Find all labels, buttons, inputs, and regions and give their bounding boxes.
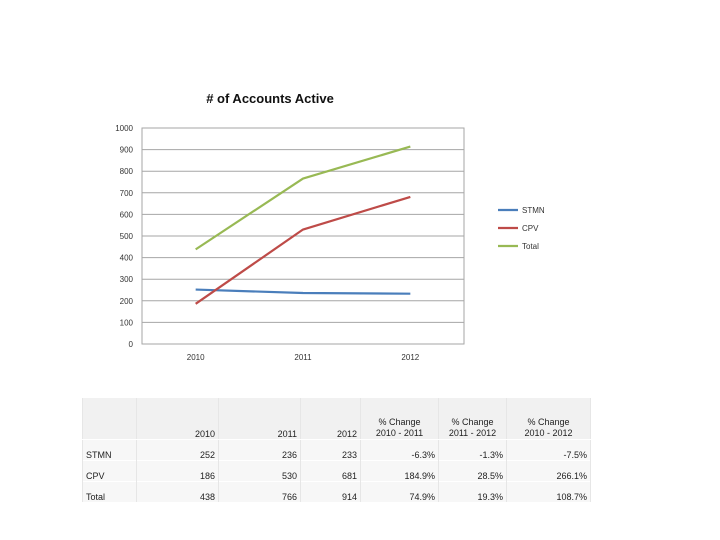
- gridlines: [141, 127, 465, 345]
- x-tick-label: 2010: [187, 353, 205, 362]
- y-tick-label: 600: [120, 210, 134, 219]
- x-tick-label: 2011: [294, 353, 312, 362]
- header-change-2010-2012: % Change 2010 - 2012: [506, 398, 591, 440]
- y-tick-label: 100: [120, 318, 134, 327]
- cell-2010: 438: [136, 481, 219, 502]
- cell-change-2011-2012: -1.3%: [438, 439, 507, 461]
- cell-2010: 186: [136, 460, 219, 482]
- cell-2011: 530: [218, 460, 301, 482]
- row-label: Total: [82, 481, 137, 502]
- legend-label-stmn: STMN: [522, 206, 545, 215]
- cell-2010: 252: [136, 439, 219, 461]
- header-change-2011-2012: % Change 2011 - 2012: [438, 398, 507, 440]
- cell-change-2010-2012: 266.1%: [506, 460, 591, 482]
- row-label: CPV: [82, 460, 137, 482]
- header-2012: 2012: [300, 398, 361, 440]
- y-tick-label: 500: [120, 232, 134, 241]
- table-row: CPV 186 530 681 184.9% 28.5% 266.1%: [82, 460, 591, 482]
- header-change-2010-2012-line2: 2010 - 2012: [524, 428, 573, 438]
- header-change-2010-2011: % Change 2010 - 2011: [360, 398, 439, 440]
- series-lines: [195, 145, 411, 305]
- cell-2012: 914: [300, 481, 361, 502]
- y-tick-label: 200: [120, 297, 134, 306]
- cell-change-2010-2011: 184.9%: [360, 460, 439, 482]
- line-chart: # of Accounts Active 0 100 200 300 400 500 600…: [0, 0, 720, 390]
- cell-change-2010-2011: 74.9%: [360, 481, 439, 502]
- series-line-cpv: [195, 195, 411, 305]
- header-change-2010-2011-line1: % Change: [378, 417, 421, 427]
- legend-label-total: Total: [522, 242, 539, 251]
- y-tick-label: 400: [120, 254, 134, 263]
- x-tick-label: 2012: [401, 353, 419, 362]
- cell-change-2011-2012: 28.5%: [438, 460, 507, 482]
- cell-change-2010-2011: -6.3%: [360, 439, 439, 461]
- y-tick-label: 900: [120, 146, 134, 155]
- legend-label-cpv: CPV: [522, 224, 539, 233]
- x-axis-ticks: 2010 2011 2012: [187, 353, 420, 362]
- y-tick-label: 300: [120, 275, 134, 284]
- cell-change-2011-2012: 19.3%: [438, 481, 507, 502]
- data-table: 2010 2011 2012 % Change 2010 - 2011 % Cha…: [82, 398, 591, 502]
- cell-2012: 233: [300, 439, 361, 461]
- header-2011: 2011: [218, 398, 301, 440]
- table-row: Total 438 766 914 74.9% 19.3% 108.7%: [82, 481, 591, 502]
- y-tick-label: 700: [120, 189, 134, 198]
- chart-background: [0, 0, 720, 390]
- y-tick-label: 0: [129, 340, 134, 349]
- cell-2011: 236: [218, 439, 301, 461]
- table-row: STMN 252 236 233 -6.3% -1.3% -7.5%: [82, 439, 591, 461]
- header-2010: 2010: [136, 398, 219, 440]
- legend: STMN CPV Total: [498, 206, 545, 251]
- series-line-stmn: [195, 288, 411, 295]
- cell-change-2010-2012: -7.5%: [506, 439, 591, 461]
- y-axis-ticks: 0 100 200 300 400 500 600 700 800 900 1000: [115, 124, 133, 349]
- header-change-2010-2012-line1: % Change: [527, 417, 570, 427]
- y-tick-label: 800: [120, 167, 134, 176]
- table-header-row: 2010 2011 2012 % Change 2010 - 2011 % Cha…: [82, 398, 591, 440]
- cell-change-2010-2012: 108.7%: [506, 481, 591, 502]
- series-line-total: [195, 145, 411, 251]
- chart-title: # of Accounts Active: [206, 91, 334, 106]
- header-change-2011-2012-line2: 2011 - 2012: [448, 428, 497, 438]
- header-empty-cell: [82, 398, 137, 440]
- header-change-2011-2012-line1: % Change: [451, 417, 494, 427]
- cell-2011: 766: [218, 481, 301, 502]
- row-label: STMN: [82, 439, 137, 461]
- plot-area-border: [141, 127, 465, 345]
- y-tick-label: 1000: [115, 124, 133, 133]
- cell-2012: 681: [300, 460, 361, 482]
- header-change-2010-2011-line2: 2010 - 2011: [375, 428, 424, 438]
